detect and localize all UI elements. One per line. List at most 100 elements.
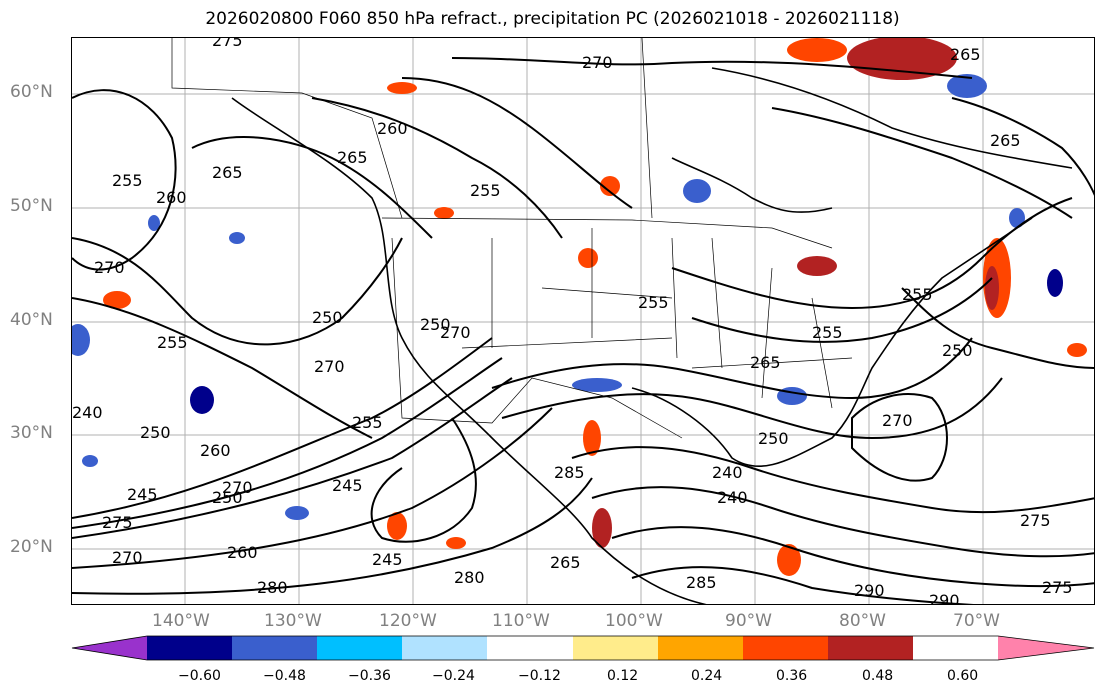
precip-shading xyxy=(72,38,1087,576)
precip-patch-negative xyxy=(1009,208,1025,228)
colorbar-under-arrow xyxy=(72,636,147,660)
contour-label: 250 xyxy=(942,341,973,360)
contour-label: 260 xyxy=(200,441,231,460)
colorbar-tick: −0.36 xyxy=(348,668,391,684)
contour-label: 240 xyxy=(717,488,748,507)
contour-label: 275 xyxy=(212,38,243,50)
contour-label: 285 xyxy=(686,573,717,592)
map-panel: 275 270 265 265 260 265 265 255 260 255 … xyxy=(71,37,1095,605)
contour-line xyxy=(72,89,177,271)
precip-patch-positive xyxy=(592,508,612,548)
contour-label: 255 xyxy=(352,413,383,432)
colorbar-tick: 0.60 xyxy=(947,668,979,684)
colorbar-segment xyxy=(487,636,573,660)
border-line xyxy=(171,38,653,219)
contour-label: 275 xyxy=(102,513,133,532)
lon-label-100w: 100°W xyxy=(605,611,663,631)
lon-label-110w: 110°W xyxy=(492,611,550,631)
contour-label: 260 xyxy=(377,119,408,138)
border-line xyxy=(381,217,833,249)
contour-line xyxy=(191,136,433,239)
contour-label: 265 xyxy=(337,148,368,167)
colorbar-segment xyxy=(828,636,913,660)
contour-line xyxy=(631,566,974,604)
coastline-gulf-atlantic xyxy=(631,217,1033,468)
contour-line xyxy=(491,337,973,400)
precip-patch-positive xyxy=(578,248,598,268)
colorbar-tick: −0.12 xyxy=(518,668,561,684)
colorbar-tick: 0.24 xyxy=(691,668,723,684)
contour-label: 290 xyxy=(854,581,885,600)
colorbar-segment xyxy=(147,636,232,660)
contour-label: 270 xyxy=(94,258,125,277)
border-line xyxy=(391,237,683,439)
colorbar-segment xyxy=(232,636,317,660)
border-line xyxy=(691,237,853,409)
contour-line xyxy=(851,393,948,482)
contour-line xyxy=(901,287,1094,369)
refractivity-contours xyxy=(72,57,1094,604)
contour-line xyxy=(401,77,633,209)
map-title: 2026020800 F060 850 hPa refract., precip… xyxy=(205,9,900,29)
precip-patch-negative xyxy=(190,386,214,414)
precip-patch-negative xyxy=(947,74,987,98)
contour-label: 240 xyxy=(72,403,103,422)
contour-line xyxy=(72,377,513,539)
precip-patch-positive xyxy=(434,207,454,219)
precip-patch-negative xyxy=(572,378,622,392)
contour-label: 290 xyxy=(929,591,960,605)
contour-label: 245 xyxy=(372,550,403,569)
contour-label: 250 xyxy=(140,423,171,442)
contour-line xyxy=(311,97,563,239)
contour-label: 255 xyxy=(157,333,188,352)
contour-label: 270 xyxy=(112,548,143,567)
precip-patch-positive xyxy=(103,291,131,309)
lon-label-130w: 130°W xyxy=(264,611,322,631)
colorbar-tick: 0.48 xyxy=(862,668,894,684)
colorbar-segment xyxy=(317,636,402,660)
precip-patch-positive xyxy=(600,176,620,196)
precip-patch-positive xyxy=(583,420,601,456)
contour-line xyxy=(571,446,1094,514)
contour-line xyxy=(451,57,973,79)
contour-line xyxy=(72,337,493,519)
lon-label-140w: 140°W xyxy=(152,611,210,631)
lon-label-80w: 80°W xyxy=(839,611,886,631)
contour-label: 285 xyxy=(554,463,585,482)
contour-label: 280 xyxy=(454,568,485,587)
precip-patch-positive xyxy=(446,537,466,549)
precip-patch-negative xyxy=(72,324,90,356)
contour-line xyxy=(72,237,403,346)
contour-label: 250 xyxy=(312,308,343,327)
lat-label-30n: 30°N xyxy=(10,423,53,443)
contour-line xyxy=(951,97,1094,196)
precip-patch-negative xyxy=(229,232,245,244)
contour-label: 250 xyxy=(758,429,789,448)
precip-patch-negative xyxy=(285,506,309,520)
lon-label-120w: 120°W xyxy=(379,611,437,631)
contour-label: 240 xyxy=(712,463,743,482)
contour-label: 275 xyxy=(1020,511,1051,530)
contour-label: 270 xyxy=(314,357,345,376)
political-borders xyxy=(171,38,853,439)
lat-label-20n: 20°N xyxy=(10,537,53,557)
colorbar-outline xyxy=(71,635,1095,661)
contour-labels: 275 270 265 265 260 265 265 255 260 255 … xyxy=(72,38,1073,605)
contour-line xyxy=(370,417,477,543)
contour-label: 270 xyxy=(882,411,913,430)
colorbar-segment xyxy=(573,636,658,660)
precip-patch-positive xyxy=(985,266,999,310)
precip-patch-positive xyxy=(847,38,957,80)
contour-label: 255 xyxy=(812,323,843,342)
colorbar-over-arrow xyxy=(998,636,1094,660)
contour-label: 250 xyxy=(212,488,243,507)
contour-label: 260 xyxy=(156,188,187,207)
contour-label: 245 xyxy=(332,476,363,495)
colorbar-tick: −0.48 xyxy=(263,668,306,684)
lon-label-90w: 90°W xyxy=(725,611,772,631)
contour-label: 265 xyxy=(750,353,781,372)
coastline-hudson xyxy=(671,157,833,213)
precip-patch-positive xyxy=(777,544,801,576)
coastlines xyxy=(231,67,1073,604)
precip-patch-positive xyxy=(787,38,847,62)
